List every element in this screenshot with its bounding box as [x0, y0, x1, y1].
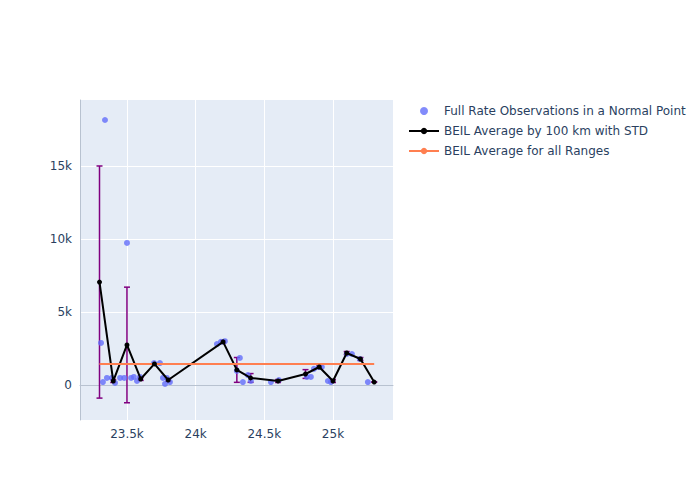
svg-text:25k: 25k [322, 427, 344, 441]
svg-text:23.5k: 23.5k [110, 427, 144, 441]
svg-text:Full Rate Observations in a No: Full Rate Observations in a Normal Point [444, 104, 686, 118]
svg-text:BEIL Average by 100 km with ST: BEIL Average by 100 km with STD [444, 124, 648, 138]
svg-text:10k: 10k [50, 232, 72, 246]
svg-text:5k: 5k [57, 305, 72, 319]
svg-text:BEIL Average for all Ranges: BEIL Average for all Ranges [444, 144, 609, 158]
svg-text:15k: 15k [50, 159, 72, 173]
svg-text:0: 0 [64, 378, 72, 392]
svg-text:24k: 24k [185, 427, 207, 441]
svg-text:24.5k: 24.5k [247, 427, 281, 441]
